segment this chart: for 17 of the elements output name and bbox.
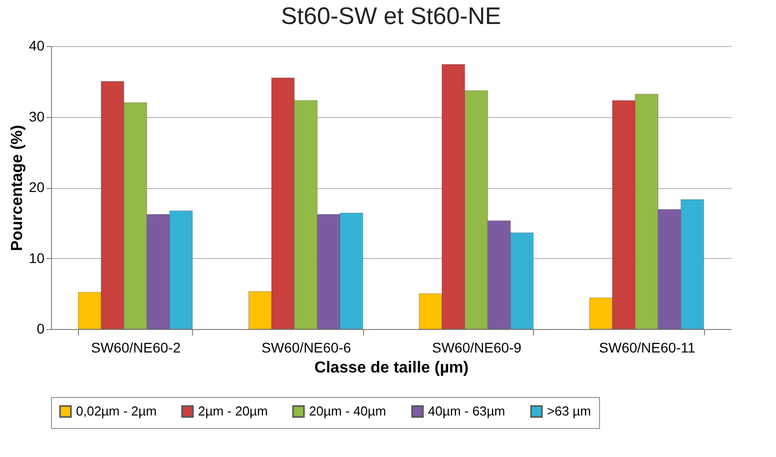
y-tick-label: 30 bbox=[28, 108, 45, 124]
y-tick-label: 20 bbox=[28, 179, 45, 195]
y-tick-label: 0 bbox=[36, 320, 45, 336]
x-tick-label: SW60/NE60-9 bbox=[432, 340, 522, 356]
chart-title: St60-SW et St60-NE bbox=[280, 3, 502, 30]
y-tick-label: 10 bbox=[28, 250, 45, 266]
y-tick-label: 40 bbox=[28, 38, 45, 54]
x-tick-label: SW60/NE60-6 bbox=[262, 340, 352, 356]
x-tick-label: SW60/NE60-11 bbox=[599, 340, 696, 356]
legend-label: 20µm - 40µm bbox=[309, 404, 386, 419]
legend-label: >63 µm bbox=[547, 404, 591, 419]
legend-label: 2µm - 20µm bbox=[198, 404, 268, 419]
legend-label: 40µm - 63µm bbox=[428, 404, 506, 419]
x-tick-label: SW60/NE60-2 bbox=[91, 340, 181, 356]
y-axis-title: Pourcentage (%) bbox=[8, 124, 26, 252]
x-axis-title: Classe de taille (µm) bbox=[314, 360, 469, 376]
legend-label: 0,02µm - 2µm bbox=[76, 404, 157, 419]
